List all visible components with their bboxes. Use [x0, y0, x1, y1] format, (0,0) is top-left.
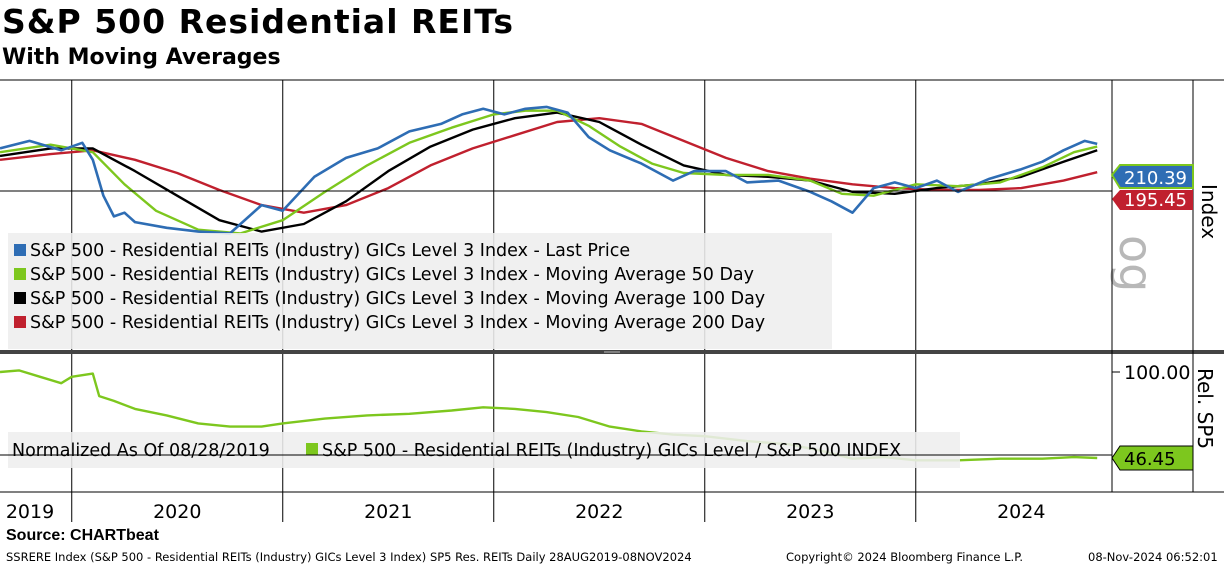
- legend-swatch-3: [14, 316, 26, 328]
- year-label-2022: 2022: [575, 501, 623, 523]
- source-label: Source: CHARTbeat: [6, 527, 159, 544]
- upper-series-3: [0, 116, 1098, 214]
- upper-series-2: [0, 111, 1098, 233]
- lower-tick-label: 100.00: [1124, 362, 1190, 384]
- legend-label-2: S&P 500 - Residential REITs (Industry) G…: [30, 289, 765, 309]
- legend-box: [8, 233, 832, 349]
- legend-label-1: S&P 500 - Residential REITs (Industry) G…: [30, 265, 754, 285]
- x-axis-year-labels: 2019 2020 2021 2022 2023 2024: [6, 501, 1046, 523]
- footer-info: SSRERE Index (S&P 500 - Residential REIT…: [6, 550, 692, 564]
- year-label-2023: 2023: [786, 501, 834, 523]
- legend-swatch-2: [14, 292, 26, 304]
- lower-value: 46.45: [1124, 449, 1176, 470]
- chart-title: S&P 500 Residential REITs: [2, 2, 514, 41]
- year-label-2021: 2021: [364, 501, 412, 523]
- lower-value-tag: [1111, 445, 1194, 471]
- normalized-note: Normalized As Of 08/28/2019: [12, 441, 270, 461]
- legend-label-0: S&P 500 - Residential REITs (Industry) G…: [30, 241, 630, 261]
- ma200-tag: [1112, 190, 1193, 210]
- upper-y-label: Index: [1197, 184, 1221, 239]
- ma200-value: 195.45: [1124, 190, 1187, 211]
- year-label-2024: 2024: [997, 501, 1045, 523]
- legend-swatch-1: [14, 268, 26, 280]
- footer-timestamp: 08-Nov-2024 06:52:01: [1088, 550, 1218, 564]
- chart-subtitle: With Moving Averages: [2, 45, 281, 70]
- footer-copyright: Copyright© 2024 Bloomberg Finance L.P.: [786, 550, 1023, 564]
- legend-swatch-0: [14, 244, 26, 256]
- year-label-2019: 2019: [6, 501, 54, 523]
- legend-label-3: S&P 500 - Residential REITs (Industry) G…: [30, 313, 765, 333]
- lower-legend-label: S&P 500 - Residential REITs (Industry) G…: [322, 441, 901, 461]
- last-price-value: 210.39: [1124, 168, 1187, 189]
- upper-panel-lines: [0, 105, 1098, 235]
- last-price-tag: [1110, 164, 1194, 189]
- lower-y-label: Rel. SP5: [1193, 368, 1217, 449]
- year-label-2020: 2020: [153, 501, 201, 523]
- lower-legend-box: [8, 432, 960, 468]
- upper-series-1: [0, 109, 1098, 235]
- lower-legend-swatch: [306, 443, 318, 455]
- legend: S&P 500 - Residential REITs (Industry) G…: [14, 241, 765, 333]
- bloomberg-watermark: og: [1109, 235, 1163, 292]
- upper-series-0: [0, 105, 1098, 235]
